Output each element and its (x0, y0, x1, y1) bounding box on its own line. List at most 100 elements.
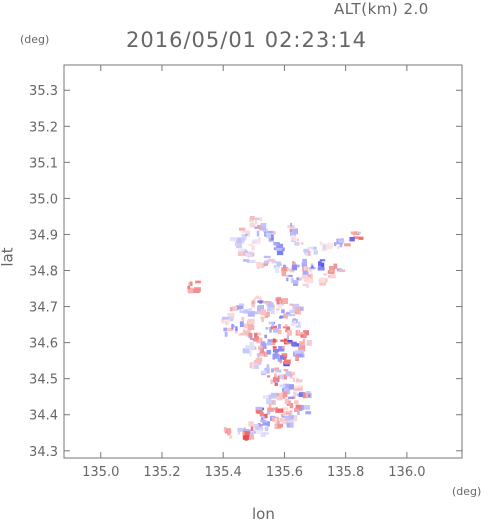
heatmap-cell (318, 261, 322, 267)
heatmap-cell (276, 299, 280, 305)
heatmap-cell (329, 269, 334, 272)
heatmap-cell (305, 411, 312, 415)
heatmap-cell (249, 350, 252, 357)
heatmap-cell (245, 233, 248, 236)
heatmap-cell (254, 219, 258, 225)
heatmap-cell (267, 339, 275, 343)
heatmap-cell (319, 279, 326, 286)
heatmap-cell (249, 435, 252, 440)
heatmap-cell (238, 227, 246, 231)
heatmap-cell (293, 391, 297, 397)
heatmap-cell (263, 432, 270, 435)
heatmap-cell (298, 332, 305, 335)
heatmap-cell (264, 413, 268, 419)
heatmap-cell (248, 251, 253, 255)
heatmap-cell (306, 282, 309, 286)
heatmap-cell (239, 321, 244, 327)
heatmap-cell (276, 424, 282, 429)
heatmap-cell (265, 327, 269, 330)
heatmap-cell (250, 338, 255, 340)
heatmap-cell (288, 396, 295, 399)
heatmap-cell (287, 274, 293, 278)
heatmap-cell (282, 356, 287, 360)
heatmap-cell (251, 303, 255, 308)
heatmap-cell (317, 267, 325, 271)
heatmap-cell (338, 239, 345, 243)
heatmap-cell (249, 224, 256, 228)
y-tick-label: 35.3 (29, 84, 58, 99)
heatmap-cell (308, 250, 311, 256)
heatmap-cell (260, 432, 266, 437)
heatmap-cell (293, 318, 296, 321)
heatmap-cell (290, 322, 296, 326)
heatmap-cell (271, 341, 276, 346)
heatmap-cell (325, 244, 333, 250)
x-axis-label: lon (252, 505, 275, 523)
heatmap-cell (263, 262, 269, 266)
heatmap-cell (243, 323, 248, 329)
heatmap-cell (289, 403, 294, 409)
heatmap-cell (277, 376, 280, 382)
heatmap-cell (298, 387, 303, 391)
heatmap-cell (287, 410, 290, 413)
heatmap-cell (276, 394, 283, 401)
heatmap-cell (280, 315, 286, 318)
heatmap-cell (226, 327, 233, 332)
x-tick-label: 135.2 (143, 465, 180, 480)
heatmap-cell (329, 265, 335, 271)
heatmap-cell (297, 407, 303, 411)
heatmap-cell (273, 265, 277, 269)
heatmap-cell (294, 385, 302, 388)
heatmap-cell (267, 407, 274, 412)
heatmap-cell (189, 281, 193, 286)
heatmap-cell (275, 378, 279, 383)
heatmap-cell (293, 320, 297, 323)
heatmap-cell (256, 332, 262, 336)
heatmap-cell (295, 357, 298, 360)
heatmap-cell (253, 430, 256, 434)
heatmap-cell (253, 217, 260, 220)
heatmap-cell (232, 306, 237, 311)
heatmap-cell (235, 237, 242, 243)
heatmap-cell (227, 317, 234, 322)
heatmap-cell (290, 225, 295, 229)
heatmap-cell (260, 309, 266, 316)
heatmap-cell (240, 310, 245, 313)
heatmap-cell (272, 377, 276, 383)
heatmap-cell (259, 411, 264, 417)
heatmap-cell (290, 277, 294, 284)
heatmap-cell (263, 300, 268, 304)
heatmap-cell (254, 332, 258, 339)
heatmap-cell (296, 264, 300, 268)
heatmap-cell (247, 311, 255, 317)
heatmap-cell (296, 238, 299, 242)
heatmap-cell (295, 379, 303, 383)
heatmap-cell (259, 426, 264, 431)
heatmap-cell (291, 341, 297, 347)
heatmap-cell (322, 244, 326, 250)
heatmap-cell (245, 230, 250, 237)
heatmap-cell (280, 299, 283, 304)
heatmap-cell (292, 377, 295, 382)
heatmap-cell (284, 341, 288, 344)
heatmap-cell (247, 325, 255, 330)
heatmap-cell (283, 419, 290, 424)
heatmap-cell (266, 342, 273, 346)
x-unit-label: (deg) (452, 485, 482, 498)
heatmap-cell (255, 409, 263, 414)
heatmap-cell (278, 392, 284, 396)
heatmap-cell (256, 241, 261, 245)
plot-frame (63, 64, 463, 459)
heatmap-cell (263, 255, 271, 259)
heatmap-cell (288, 384, 294, 390)
timestamp-title: 2016/05/01 02:23:14 (126, 28, 368, 52)
axis-ticks: 34.3 34.4 34.5 34.6 34.7 34.8 34.9 35.0 35.1 35.2… (29, 65, 462, 480)
heatmap-cell (299, 306, 304, 311)
heatmap-cell (302, 270, 309, 276)
heatmap-cell (272, 338, 276, 343)
heatmap-cell (319, 259, 326, 262)
heatmap-cell (272, 231, 276, 235)
heatmap-cell (255, 358, 261, 364)
heatmap-cell (294, 242, 300, 246)
heatmap-cell (237, 251, 244, 257)
